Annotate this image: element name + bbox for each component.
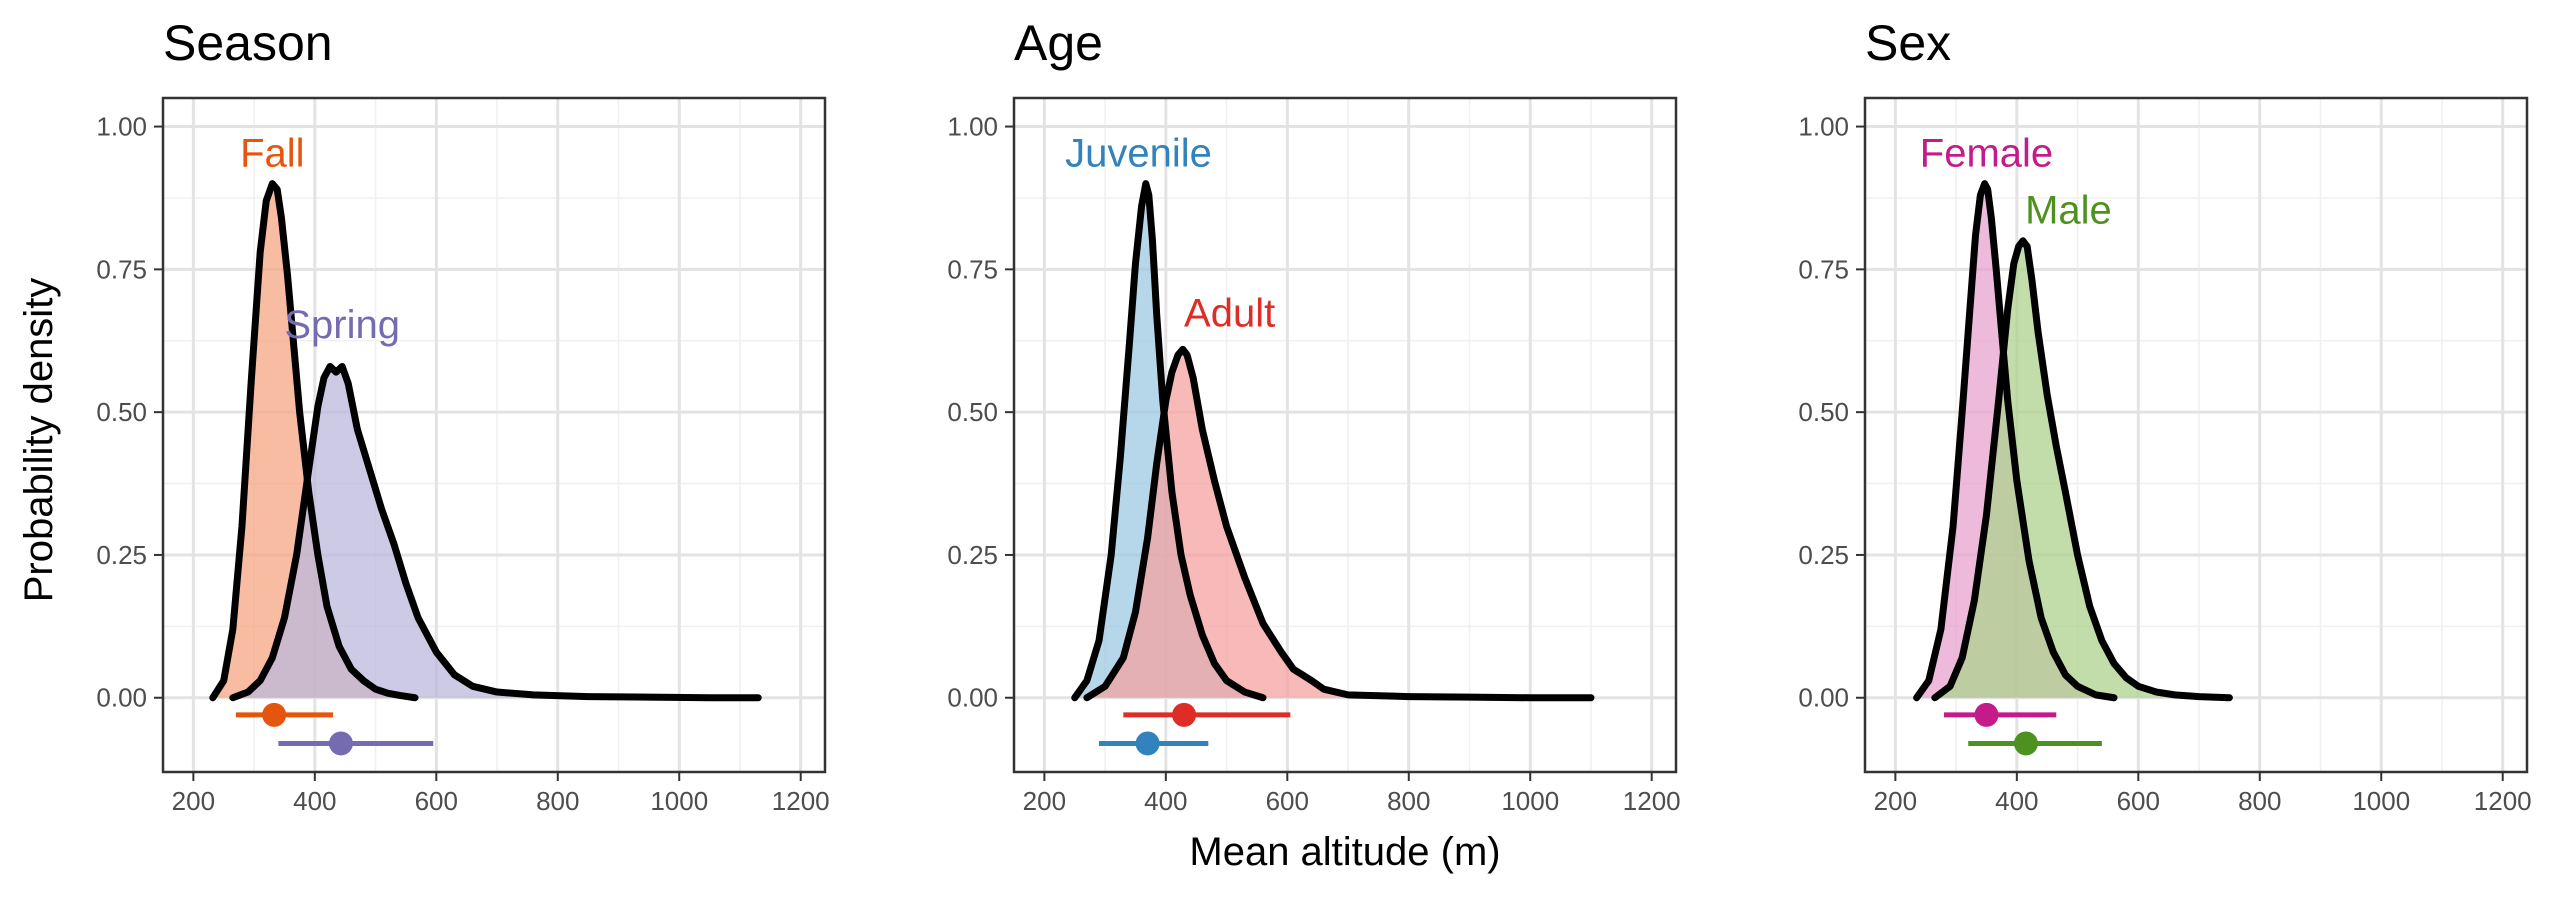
y-tick-label: 1.00 — [947, 112, 998, 142]
density-fill-juvenile — [1074, 183, 1264, 698]
density-fill-fall — [212, 183, 416, 698]
y-tick-label: 0.00 — [96, 683, 147, 713]
x-tick-label: 1200 — [2474, 786, 2532, 816]
x-tick-label: 400 — [1995, 786, 2038, 816]
y-tick-label: 1.00 — [96, 112, 147, 142]
x-tick-label: 200 — [1874, 786, 1917, 816]
y-tick-label: 0.25 — [96, 540, 147, 570]
y-axis-label: Probability density — [17, 278, 61, 603]
x-tick-label: 600 — [1266, 786, 1309, 816]
y-tick-label: 0.25 — [1798, 540, 1849, 570]
panel-title: Season — [163, 15, 333, 71]
x-tick-label: 200 — [172, 786, 215, 816]
panel-border — [161, 96, 827, 774]
mean-point-fall — [262, 702, 287, 727]
x-tick-label: 600 — [2117, 786, 2160, 816]
density-line-fall — [209, 180, 419, 702]
mean-point-adult — [1172, 702, 1197, 727]
x-tick-label: 400 — [293, 786, 336, 816]
x-tick-label: 600 — [415, 786, 458, 816]
y-tick-label: 0.75 — [947, 254, 998, 284]
x-tick-label: 1000 — [650, 786, 708, 816]
density-line-juvenile — [1071, 180, 1267, 702]
panel-border — [1012, 96, 1678, 774]
y-tick-label: 0.50 — [1798, 397, 1849, 427]
density-fill-male — [1934, 240, 2230, 698]
density-line-adult — [1083, 345, 1595, 702]
density-line-spring — [229, 362, 762, 702]
y-tick-label: 0.50 — [947, 397, 998, 427]
density-line-male — [1931, 237, 2233, 702]
panel-border — [1863, 96, 2529, 774]
x-tick-label: 800 — [1387, 786, 1430, 816]
x-tick-label: 1000 — [2352, 786, 2410, 816]
series-label-juvenile: Juvenile — [1065, 132, 1212, 176]
y-tick-label: 0.25 — [947, 540, 998, 570]
panel-title: Age — [1014, 15, 1103, 71]
series-label-male: Male — [2025, 189, 2112, 233]
panel-sex: 200 400 600 800 1000 1200 0.00 0.25 0.50 0.75 1.00… — [1798, 15, 2531, 816]
mean-point-female — [1974, 702, 1999, 727]
density-fill-spring — [232, 366, 759, 698]
x-tick-label: 800 — [2238, 786, 2281, 816]
panel-age: 200 400 600 800 1000 1200 0.00 0.25 0.50 0.75 1.00… — [947, 15, 1680, 816]
series-label-adult: Adult — [1184, 291, 1275, 335]
x-tick-label: 1200 — [1623, 786, 1681, 816]
y-tick-label: 0.00 — [947, 683, 998, 713]
x-tick-label: 1200 — [772, 786, 830, 816]
y-tick-label: 1.00 — [1798, 112, 1849, 142]
x-tick-label: 800 — [536, 786, 579, 816]
panel-title: Sex — [1865, 15, 1951, 71]
y-tick-label: 0.50 — [96, 397, 147, 427]
series-label-fall: Fall — [240, 132, 304, 176]
mean-point-juvenile — [1135, 731, 1160, 756]
density-line-female — [1913, 180, 2118, 702]
y-tick-label: 0.75 — [96, 254, 147, 284]
y-tick-label: 0.00 — [1798, 683, 1849, 713]
x-tick-label: 400 — [1144, 786, 1187, 816]
x-tick-label: 200 — [1023, 786, 1066, 816]
mean-point-male — [2013, 731, 2038, 756]
density-fill-female — [1916, 183, 2115, 698]
x-axis-label: Mean altitude (m) — [1189, 830, 1500, 874]
series-label-female: Female — [1920, 132, 2053, 176]
y-tick-label: 0.75 — [1798, 254, 1849, 284]
density-fill-adult — [1086, 349, 1591, 698]
panel-season: 200 400 600 800 1000 1200 0.00 0.25 0.50 0.75 1.00… — [96, 15, 829, 816]
series-label-spring: Spring — [284, 303, 400, 347]
mean-point-spring — [328, 731, 353, 756]
x-tick-label: 1000 — [1501, 786, 1559, 816]
